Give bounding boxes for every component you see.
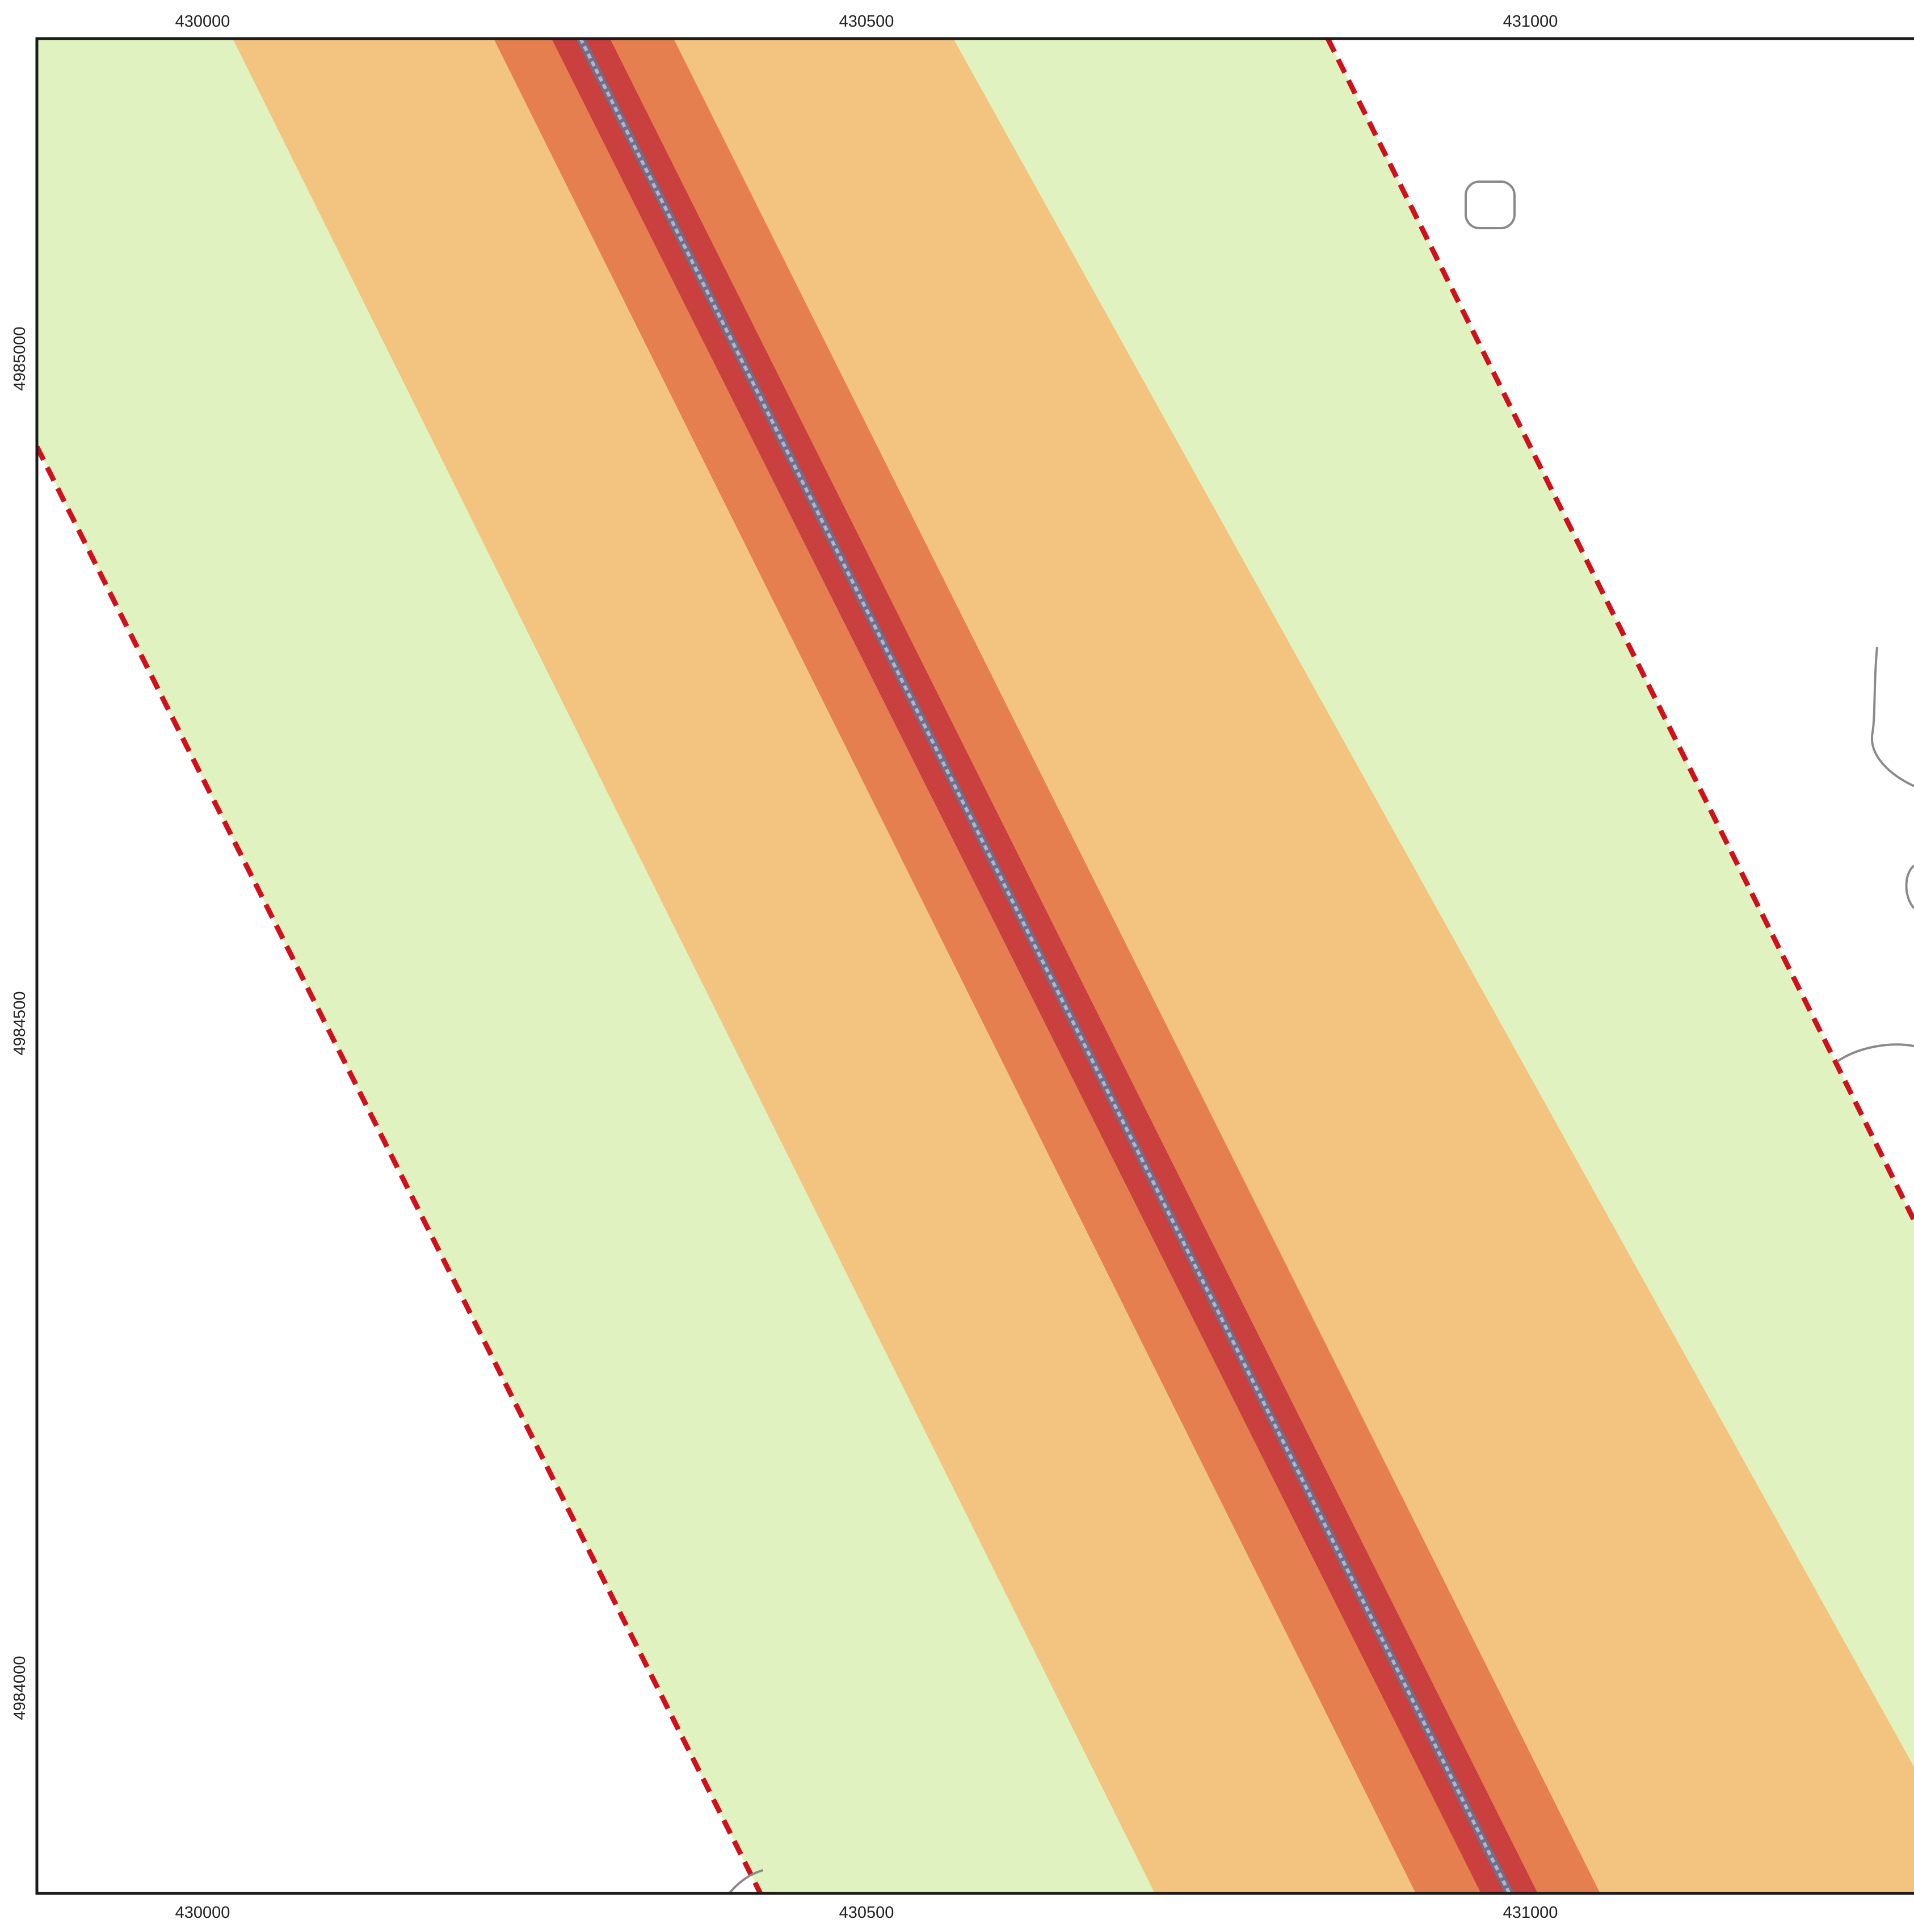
x-tick-top-3: 431000 (1503, 12, 1558, 31)
x-tick-bottom-3: 431000 (1503, 1904, 1558, 1922)
terrain-contour-3 (1836, 1043, 1914, 1062)
study-boundary-right (1325, 39, 1914, 1222)
map-frame (35, 37, 1914, 1895)
terrain-contour-1 (1870, 646, 1914, 787)
y-tick-left-2: 4984500 (11, 992, 29, 1056)
centerline-track (579, 39, 1511, 1893)
y-tick-left-1: 4985000 (11, 327, 29, 391)
x-tick-bottom-1: 430000 (175, 1904, 230, 1922)
x-tick-bottom-2: 430500 (839, 1904, 894, 1922)
x-tick-top-2: 430500 (839, 12, 894, 31)
terrain-contour-2 (1905, 864, 1914, 909)
terrain-contour-4 (728, 1869, 764, 1893)
y-tick-left-3: 4984000 (11, 1656, 29, 1720)
map-layers (37, 39, 1914, 1893)
study-boundary-left (37, 445, 763, 1893)
x-tick-top-1: 430000 (175, 12, 230, 31)
pond-contour (1465, 180, 1516, 229)
